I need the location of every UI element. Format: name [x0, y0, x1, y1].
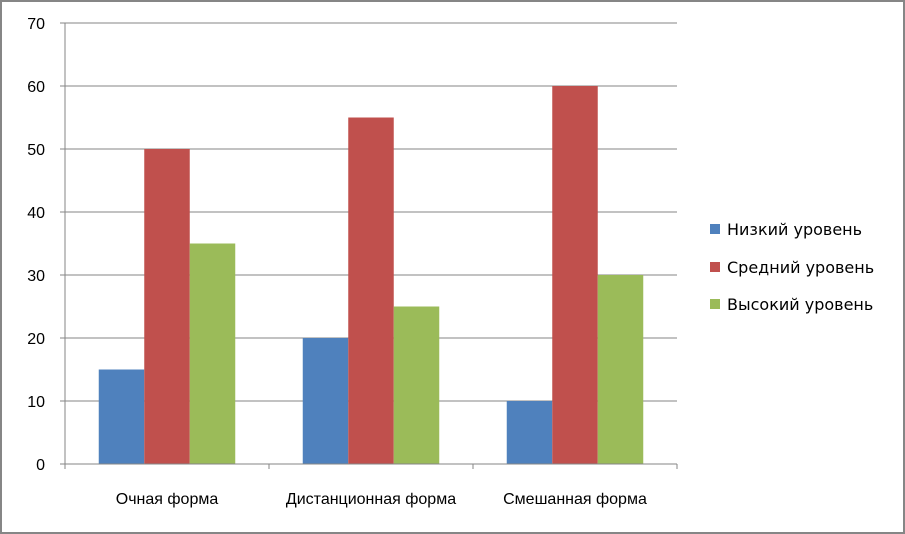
bar: [98, 369, 145, 464]
x-axis-ticks: Очная форма Дистанционная форма Смешанная …: [64, 464, 678, 508]
bars: [98, 86, 644, 464]
x-tick-label: Смешанная форма: [503, 491, 647, 508]
y-axis-ticks: 0 10 20 30 40 50 60 70: [27, 16, 65, 474]
y-tick-label: 10: [27, 394, 45, 411]
y-tick-label: 40: [27, 205, 45, 222]
legend-swatch: [710, 224, 720, 234]
bar: [597, 275, 644, 464]
bar: [144, 149, 190, 464]
bar: [348, 117, 394, 464]
y-tick-label: 30: [27, 268, 45, 285]
bar: [393, 306, 440, 464]
bar: [552, 86, 598, 464]
bar: [506, 401, 553, 464]
bar: [189, 243, 236, 464]
bar: [302, 338, 349, 464]
y-tick-label: 0: [36, 457, 45, 474]
legend-swatch: [710, 262, 720, 272]
legend-label: Высокий уровень: [727, 295, 873, 314]
y-tick-label: 70: [27, 16, 45, 33]
legend: Низкий уровень Средний уровень Высокий уро…: [710, 220, 874, 314]
y-tick-label: 60: [27, 79, 45, 96]
legend-label: Низкий уровень: [727, 220, 862, 239]
y-tick-label: 50: [27, 142, 45, 159]
x-tick-label: Дистанционная форма: [286, 491, 456, 508]
axes: [64, 23, 677, 465]
x-tick-label: Очная форма: [116, 491, 219, 508]
legend-label: Средний уровень: [727, 258, 874, 277]
legend-swatch: [710, 299, 720, 309]
y-tick-label: 20: [27, 331, 45, 348]
